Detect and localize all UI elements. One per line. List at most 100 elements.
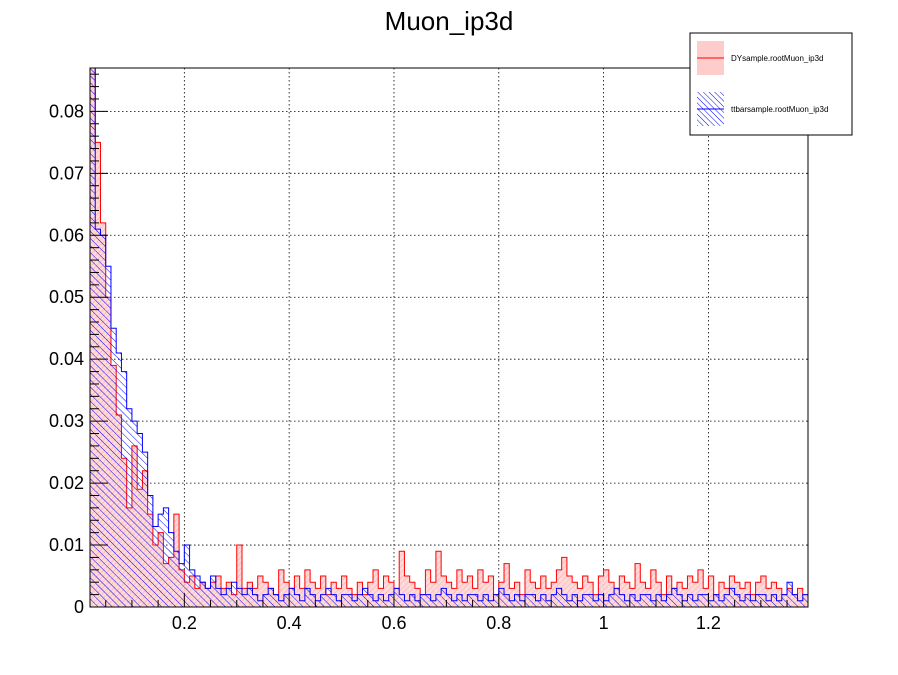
histogram-bin-dy bbox=[603, 569, 609, 607]
histogram-bin-ttbar bbox=[760, 594, 767, 607]
histogram-bin-ttbar bbox=[483, 594, 489, 607]
histogram-bin-ttbar bbox=[194, 576, 201, 607]
histogram-bin-ttbar bbox=[257, 600, 263, 607]
histogram-bin-dy bbox=[336, 588, 342, 607]
histogram-bin-ttbar bbox=[750, 600, 756, 607]
histogram-bin-dy bbox=[561, 557, 567, 607]
histogram-bin-ttbar bbox=[173, 551, 180, 607]
histogram-bin-ttbar bbox=[619, 594, 625, 607]
histogram-bin-ttbar bbox=[551, 594, 557, 607]
histogram-bin-ttbar bbox=[404, 600, 410, 607]
histogram-bin-ttbar bbox=[718, 600, 725, 607]
histogram-bin-ttbar bbox=[582, 594, 588, 607]
legend-label-dy: DYsample.rootMuon_ip3d bbox=[731, 54, 824, 63]
histogram-bin-ttbar bbox=[147, 495, 153, 607]
histogram-bin-dy bbox=[635, 563, 641, 607]
histogram-bin-ttbar bbox=[221, 594, 227, 607]
histogram-bin-ttbar bbox=[441, 588, 447, 607]
histogram-bin-dy bbox=[320, 576, 326, 607]
histogram-bin-ttbar bbox=[535, 600, 541, 607]
histogram-bin-ttbar bbox=[126, 408, 132, 607]
histogram-bin-dy bbox=[692, 582, 698, 607]
histogram-bin-dy bbox=[624, 582, 630, 607]
histogram-bin-ttbar bbox=[383, 600, 389, 607]
histogram-bin-dy bbox=[682, 588, 688, 607]
histogram-bin-dy bbox=[582, 576, 588, 607]
histogram-bin-dy bbox=[760, 576, 767, 607]
histogram-bin-ttbar bbox=[488, 600, 494, 607]
histogram-bin-dy bbox=[278, 569, 284, 607]
histogram-bin-ttbar bbox=[163, 507, 169, 607]
x-tick-label: 0.4 bbox=[277, 613, 302, 633]
histogram-bin-dy bbox=[566, 576, 573, 607]
histogram-bin-ttbar bbox=[666, 594, 672, 607]
histogram-bin-ttbar bbox=[425, 594, 431, 607]
histogram-bin-ttbar bbox=[708, 600, 714, 607]
histogram-bin-ttbar bbox=[598, 594, 604, 607]
histogram-bin-ttbar bbox=[131, 421, 138, 607]
histogram-bin-ttbar bbox=[289, 588, 295, 607]
histogram-outline-dy bbox=[89, 67, 809, 607]
histogram-bin-ttbar bbox=[687, 594, 693, 607]
histogram-bin-ttbar bbox=[587, 594, 594, 607]
histogram-bin-dy bbox=[488, 576, 494, 607]
histogram-bin-ttbar bbox=[676, 594, 683, 607]
x-tick-label: 1.2 bbox=[696, 613, 721, 633]
histogram-bin-dy bbox=[718, 582, 725, 607]
histogram-bin-ttbar bbox=[477, 600, 484, 607]
grid-lines bbox=[90, 68, 808, 607]
x-tick-label: 0.8 bbox=[486, 613, 511, 633]
histogram-bin-ttbar bbox=[116, 352, 122, 607]
histogram-bin-ttbar bbox=[189, 569, 195, 607]
histogram-bin-dy bbox=[236, 545, 242, 607]
histogram-bin-ttbar bbox=[703, 594, 709, 607]
histogram-bin-ttbar bbox=[771, 594, 777, 607]
histogram-bin-ttbar bbox=[498, 588, 505, 607]
histogram-bin-ttbar bbox=[734, 594, 740, 607]
histogram-bin-ttbar bbox=[142, 452, 148, 607]
histogram-bin-ttbar bbox=[231, 582, 237, 607]
y-tick-label: 0.06 bbox=[49, 225, 84, 245]
histogram-bin-dy bbox=[577, 588, 583, 607]
histogram-bin-ttbar bbox=[467, 594, 473, 607]
histogram-bin-ttbar bbox=[399, 594, 405, 607]
histogram-bin-ttbar bbox=[105, 266, 111, 607]
histogram-bin-ttbar bbox=[168, 532, 174, 607]
axes: 0.2 0.4 0.6 0.8 1 1.2 0 0.01 0.02 0.03 0.04 0.05 0.0… bbox=[49, 73, 788, 633]
histogram-bin-ttbar bbox=[210, 576, 216, 607]
histogram-bin-dy bbox=[666, 576, 672, 607]
histogram-bin-ttbar bbox=[304, 588, 311, 607]
histogram-bin-ttbar bbox=[341, 594, 347, 607]
histogram-bin-ttbar bbox=[110, 328, 117, 607]
histogram-bin-ttbar bbox=[509, 600, 515, 607]
histogram-bin-ttbar bbox=[802, 594, 808, 607]
histogram-bin-dy bbox=[414, 588, 421, 607]
histogram-bin-dy bbox=[462, 582, 468, 607]
histogram-bin-ttbar bbox=[640, 594, 646, 607]
histogram-bin-ttbar bbox=[572, 594, 578, 607]
histogram-bin-ttbar bbox=[661, 600, 667, 607]
histogram-bin-ttbar bbox=[650, 600, 657, 607]
histogram-bin-ttbar bbox=[545, 600, 552, 607]
histogram-bin-ttbar bbox=[179, 563, 185, 607]
histogram-bin-ttbar bbox=[294, 594, 300, 607]
histogram-bin-dy bbox=[540, 576, 546, 607]
histogram-bin-ttbar bbox=[624, 600, 630, 607]
histogram-bin-ttbar bbox=[226, 588, 232, 607]
histogram-bin-ttbar bbox=[283, 594, 290, 607]
histogram-bin-dy bbox=[650, 569, 657, 607]
histogram-bin-dy bbox=[425, 569, 431, 607]
histogram-bin-ttbar bbox=[393, 588, 400, 607]
histogram-bin-ttbar bbox=[310, 594, 316, 607]
histogram-bin-ttbar bbox=[645, 594, 651, 607]
histogram-bin-ttbar bbox=[671, 588, 677, 607]
x-tick-label: 0.2 bbox=[172, 613, 197, 633]
histogram-bin-ttbar bbox=[766, 600, 772, 607]
histogram-bin-ttbar bbox=[378, 594, 384, 607]
histogram-bin-dy bbox=[766, 588, 772, 607]
histogram-bin-ttbar bbox=[352, 600, 358, 607]
histogram-bin-dy bbox=[619, 576, 625, 607]
histogram-bin-dy bbox=[535, 588, 541, 607]
histogram-bin-ttbar bbox=[414, 600, 421, 607]
y-tick-label: 0.02 bbox=[49, 473, 84, 493]
